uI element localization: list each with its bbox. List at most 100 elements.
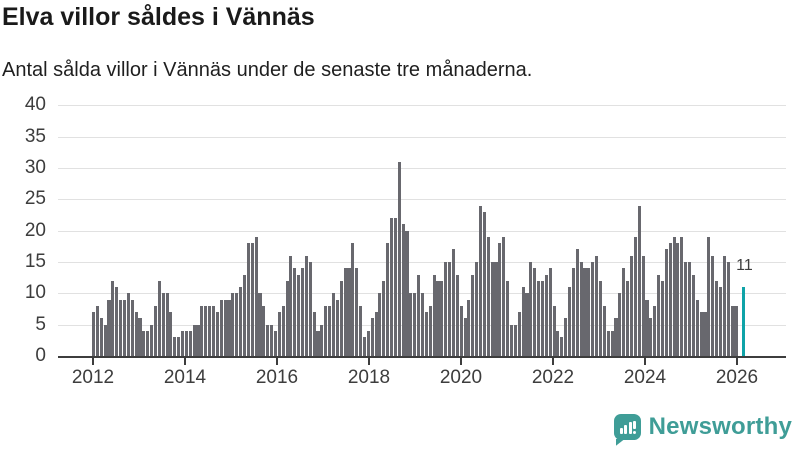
bar: [583, 268, 587, 356]
newsworthy-branding: Newsworthy: [613, 413, 792, 446]
bar: [401, 224, 405, 356]
bar: [718, 287, 723, 356]
bar: [660, 280, 664, 356]
bar: [347, 268, 351, 356]
bar: [122, 299, 127, 356]
bar: [324, 305, 328, 356]
bar: [308, 262, 312, 356]
bar: [568, 287, 572, 356]
bar: [730, 305, 734, 356]
bar: [281, 305, 285, 356]
bar: [165, 293, 169, 356]
bar: [722, 255, 726, 356]
bar: [103, 324, 107, 356]
gridline: [58, 168, 786, 169]
bar: [622, 268, 626, 356]
bar: [138, 318, 142, 356]
bar: [204, 305, 208, 356]
bar: [397, 161, 401, 356]
bar: [181, 330, 185, 356]
bar: [517, 312, 521, 356]
bar: [606, 330, 610, 356]
x-axis-tick: [368, 358, 370, 365]
bar: [629, 255, 634, 356]
x-axis-tick: [552, 358, 554, 365]
bar: [448, 262, 452, 356]
bar: [142, 330, 146, 356]
bar: [277, 312, 281, 356]
bar: [254, 236, 258, 356]
bar: [544, 274, 548, 356]
bar: [111, 280, 115, 356]
bar: [699, 312, 703, 356]
bar: [676, 243, 680, 356]
chart-subtitle: Antal sålda villor i Vännäs under de sen…: [2, 59, 533, 81]
bar: [498, 243, 502, 356]
bar: [610, 330, 614, 356]
bar: [405, 230, 409, 356]
x-axis-label: 2014: [163, 367, 207, 388]
bar: [188, 330, 192, 356]
bar: [637, 205, 641, 356]
bar: [366, 330, 370, 356]
bar: [707, 236, 711, 356]
bar: [161, 293, 165, 356]
gridline: [58, 262, 786, 263]
bar: [262, 305, 266, 356]
bar: [119, 299, 123, 356]
bar: [293, 268, 297, 356]
bar: [482, 211, 486, 356]
bar: [444, 262, 448, 356]
bar: [672, 236, 676, 356]
bar: [645, 299, 649, 356]
bar: [614, 318, 618, 356]
bar: [579, 262, 583, 356]
bar: [246, 243, 250, 356]
bar: [266, 324, 270, 356]
chart-title: Elva villor såldes i Vännäs: [2, 3, 315, 31]
gridline: [58, 136, 786, 138]
bar: [420, 293, 425, 356]
bar: [494, 262, 498, 356]
bar: [653, 305, 657, 356]
bar: [479, 205, 483, 356]
bar: [370, 318, 374, 356]
bar: [571, 268, 575, 356]
bar: [239, 287, 243, 356]
bar: [200, 305, 204, 356]
bar: [626, 280, 630, 356]
bar: [359, 305, 363, 356]
bar: [428, 305, 432, 356]
bar: [99, 318, 103, 356]
bar: [684, 262, 688, 356]
bar: [595, 255, 599, 356]
bar: [331, 293, 336, 356]
bar: [703, 312, 707, 356]
bar: [525, 293, 529, 356]
bar: [250, 243, 254, 356]
bar: [548, 268, 552, 356]
bar: [591, 262, 595, 356]
bar: [556, 330, 560, 356]
bar: [95, 305, 99, 356]
bar: [533, 268, 537, 356]
bar: [668, 243, 672, 356]
bar: [208, 305, 212, 356]
bar: [436, 280, 440, 356]
bar: [602, 305, 606, 356]
bar: [521, 287, 525, 356]
bar: [471, 274, 475, 356]
bar: [169, 312, 173, 356]
bar: [424, 312, 428, 356]
bar: [126, 293, 130, 356]
bar: [223, 299, 227, 356]
bar: [633, 236, 637, 356]
bar: [173, 337, 177, 356]
bar: [374, 312, 378, 356]
bar: [242, 274, 247, 356]
bar: [231, 293, 235, 356]
bar: [734, 305, 738, 356]
bar: [146, 330, 150, 356]
